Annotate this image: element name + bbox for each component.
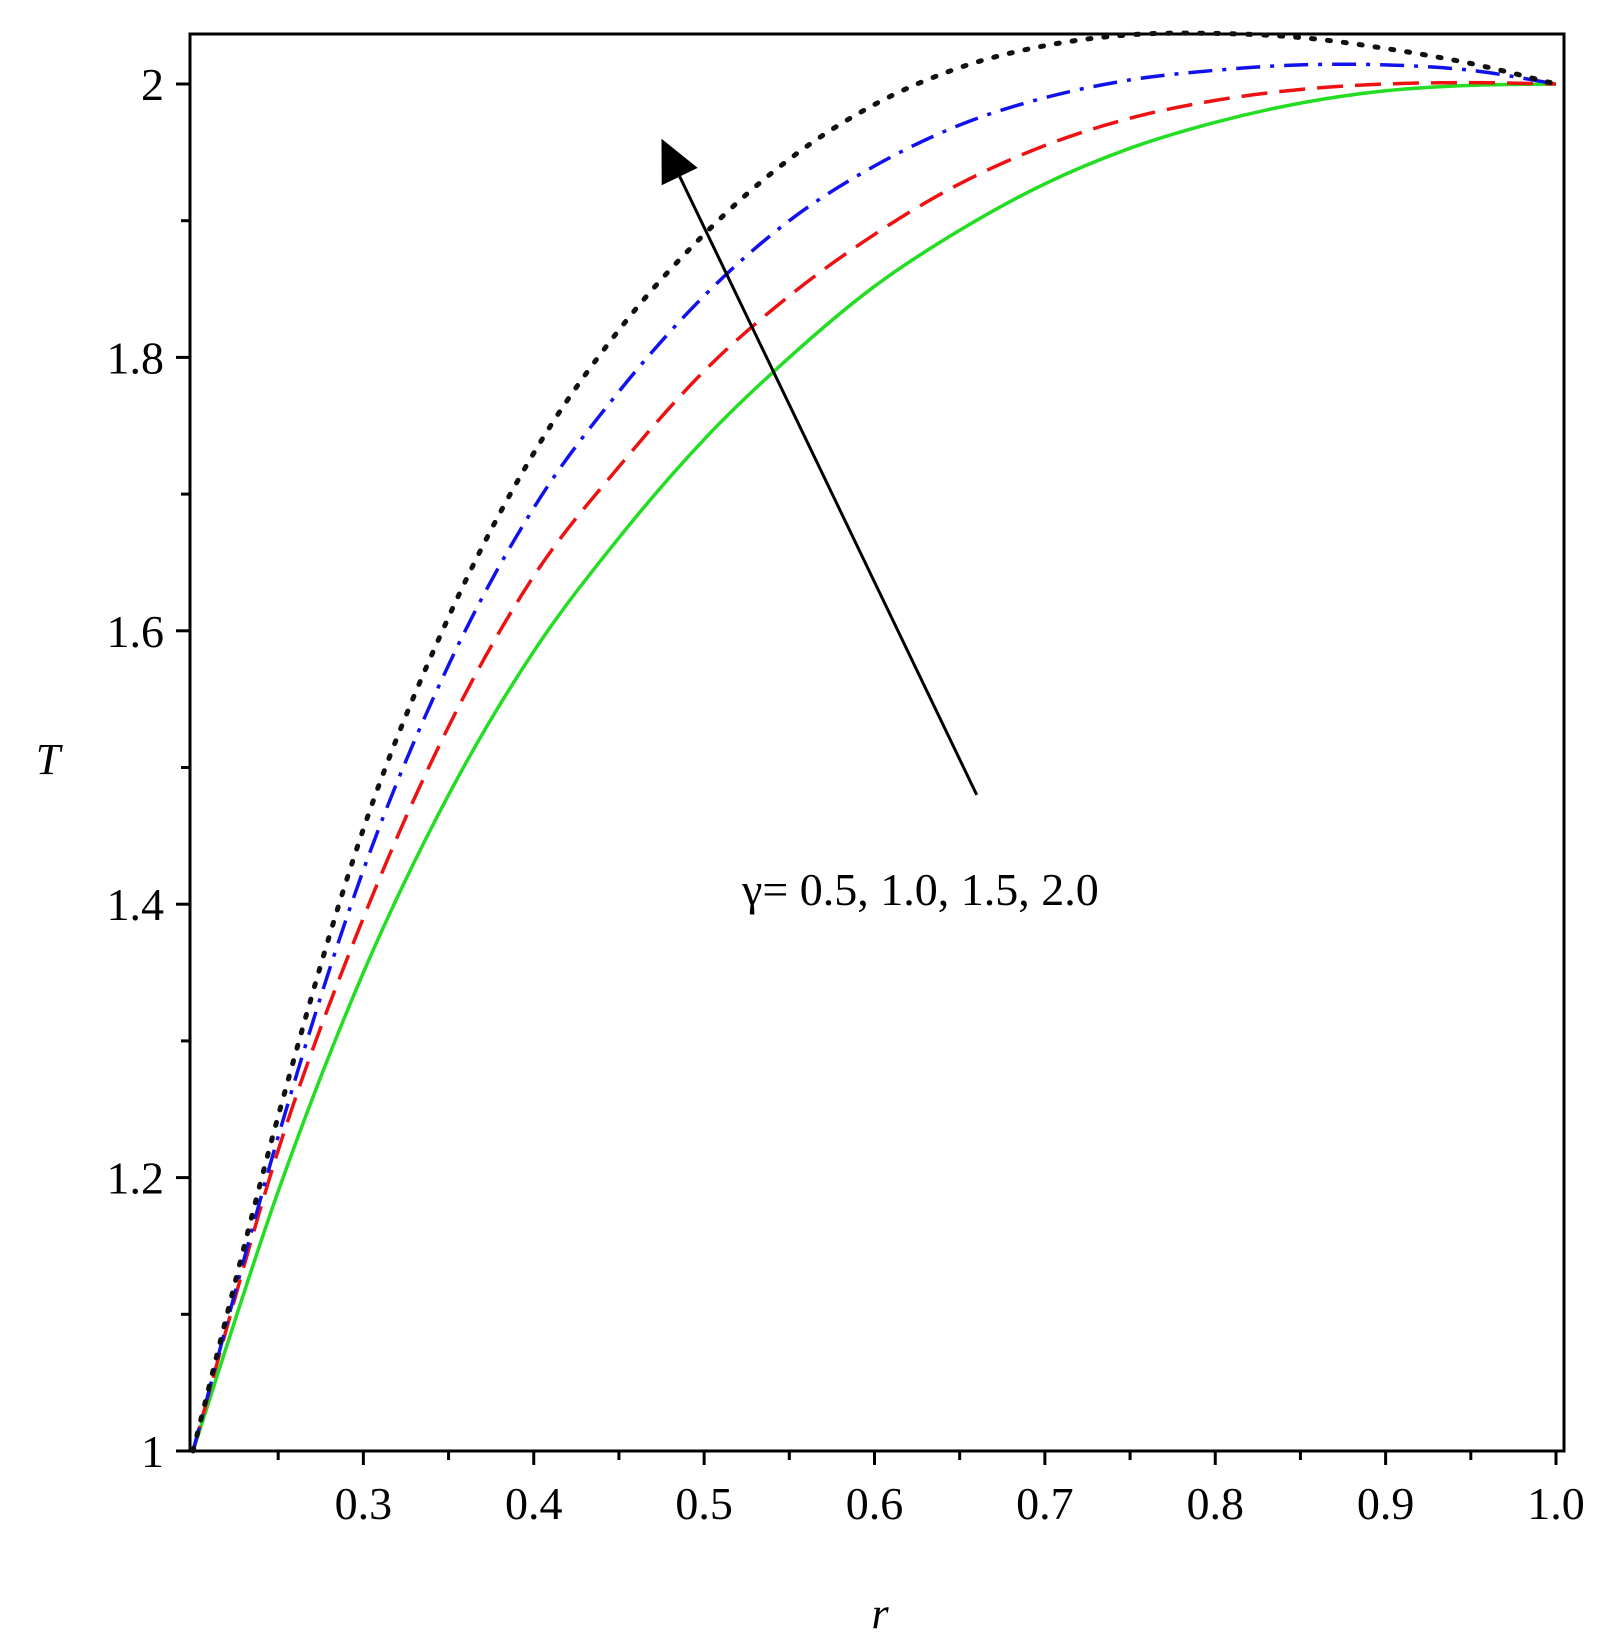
- annotation-layer: γ= 0.5, 1.0, 1.5, 2.0: [661, 138, 1099, 915]
- x-tick-label: 0.5: [675, 1478, 733, 1529]
- y-tick-label: 1.4: [107, 879, 165, 930]
- y-tick-label: 1: [141, 1426, 164, 1477]
- y-tick-label: 2: [141, 59, 164, 110]
- gamma-annotation: γ= 0.5, 1.0, 1.5, 2.0: [741, 864, 1099, 915]
- series-line-dotted: [190, 30, 1559, 1454]
- x-axis-label: r: [871, 1589, 889, 1638]
- y-tick-label: 1.8: [107, 332, 165, 383]
- y-axis-label: T: [36, 735, 64, 784]
- x-tick-label: 1.0: [1527, 1478, 1585, 1529]
- series-layer: [190, 30, 1559, 1454]
- ticks-layer: 0.3 0.4 0.5 0.6 0.7 0.8 0.9 1.0 1 1.2 1.4 1.6 1.8 2: [107, 59, 1585, 1529]
- x-tick-label: 0.3: [335, 1478, 393, 1529]
- x-tick-label: 0.7: [1016, 1478, 1074, 1529]
- x-tick-label: 0.8: [1187, 1478, 1245, 1529]
- y-tick-label: 1.2: [107, 1153, 165, 1204]
- plot-border: [188, 32, 1566, 1453]
- annotation-arrow-shaft: [678, 175, 979, 796]
- annotation-arrow-head: [661, 138, 698, 186]
- plot-frame: [188, 32, 1566, 1453]
- x-tick-label: 0.4: [505, 1478, 563, 1529]
- x-tick-label: 0.9: [1357, 1478, 1415, 1529]
- series-line-dashed: [191, 80, 1557, 1452]
- x-tick-label: 0.6: [846, 1478, 904, 1529]
- series-line-solid: [191, 82, 1557, 1452]
- series-line-dashdot: [191, 62, 1557, 1452]
- y-tick-label: 1.6: [107, 606, 165, 657]
